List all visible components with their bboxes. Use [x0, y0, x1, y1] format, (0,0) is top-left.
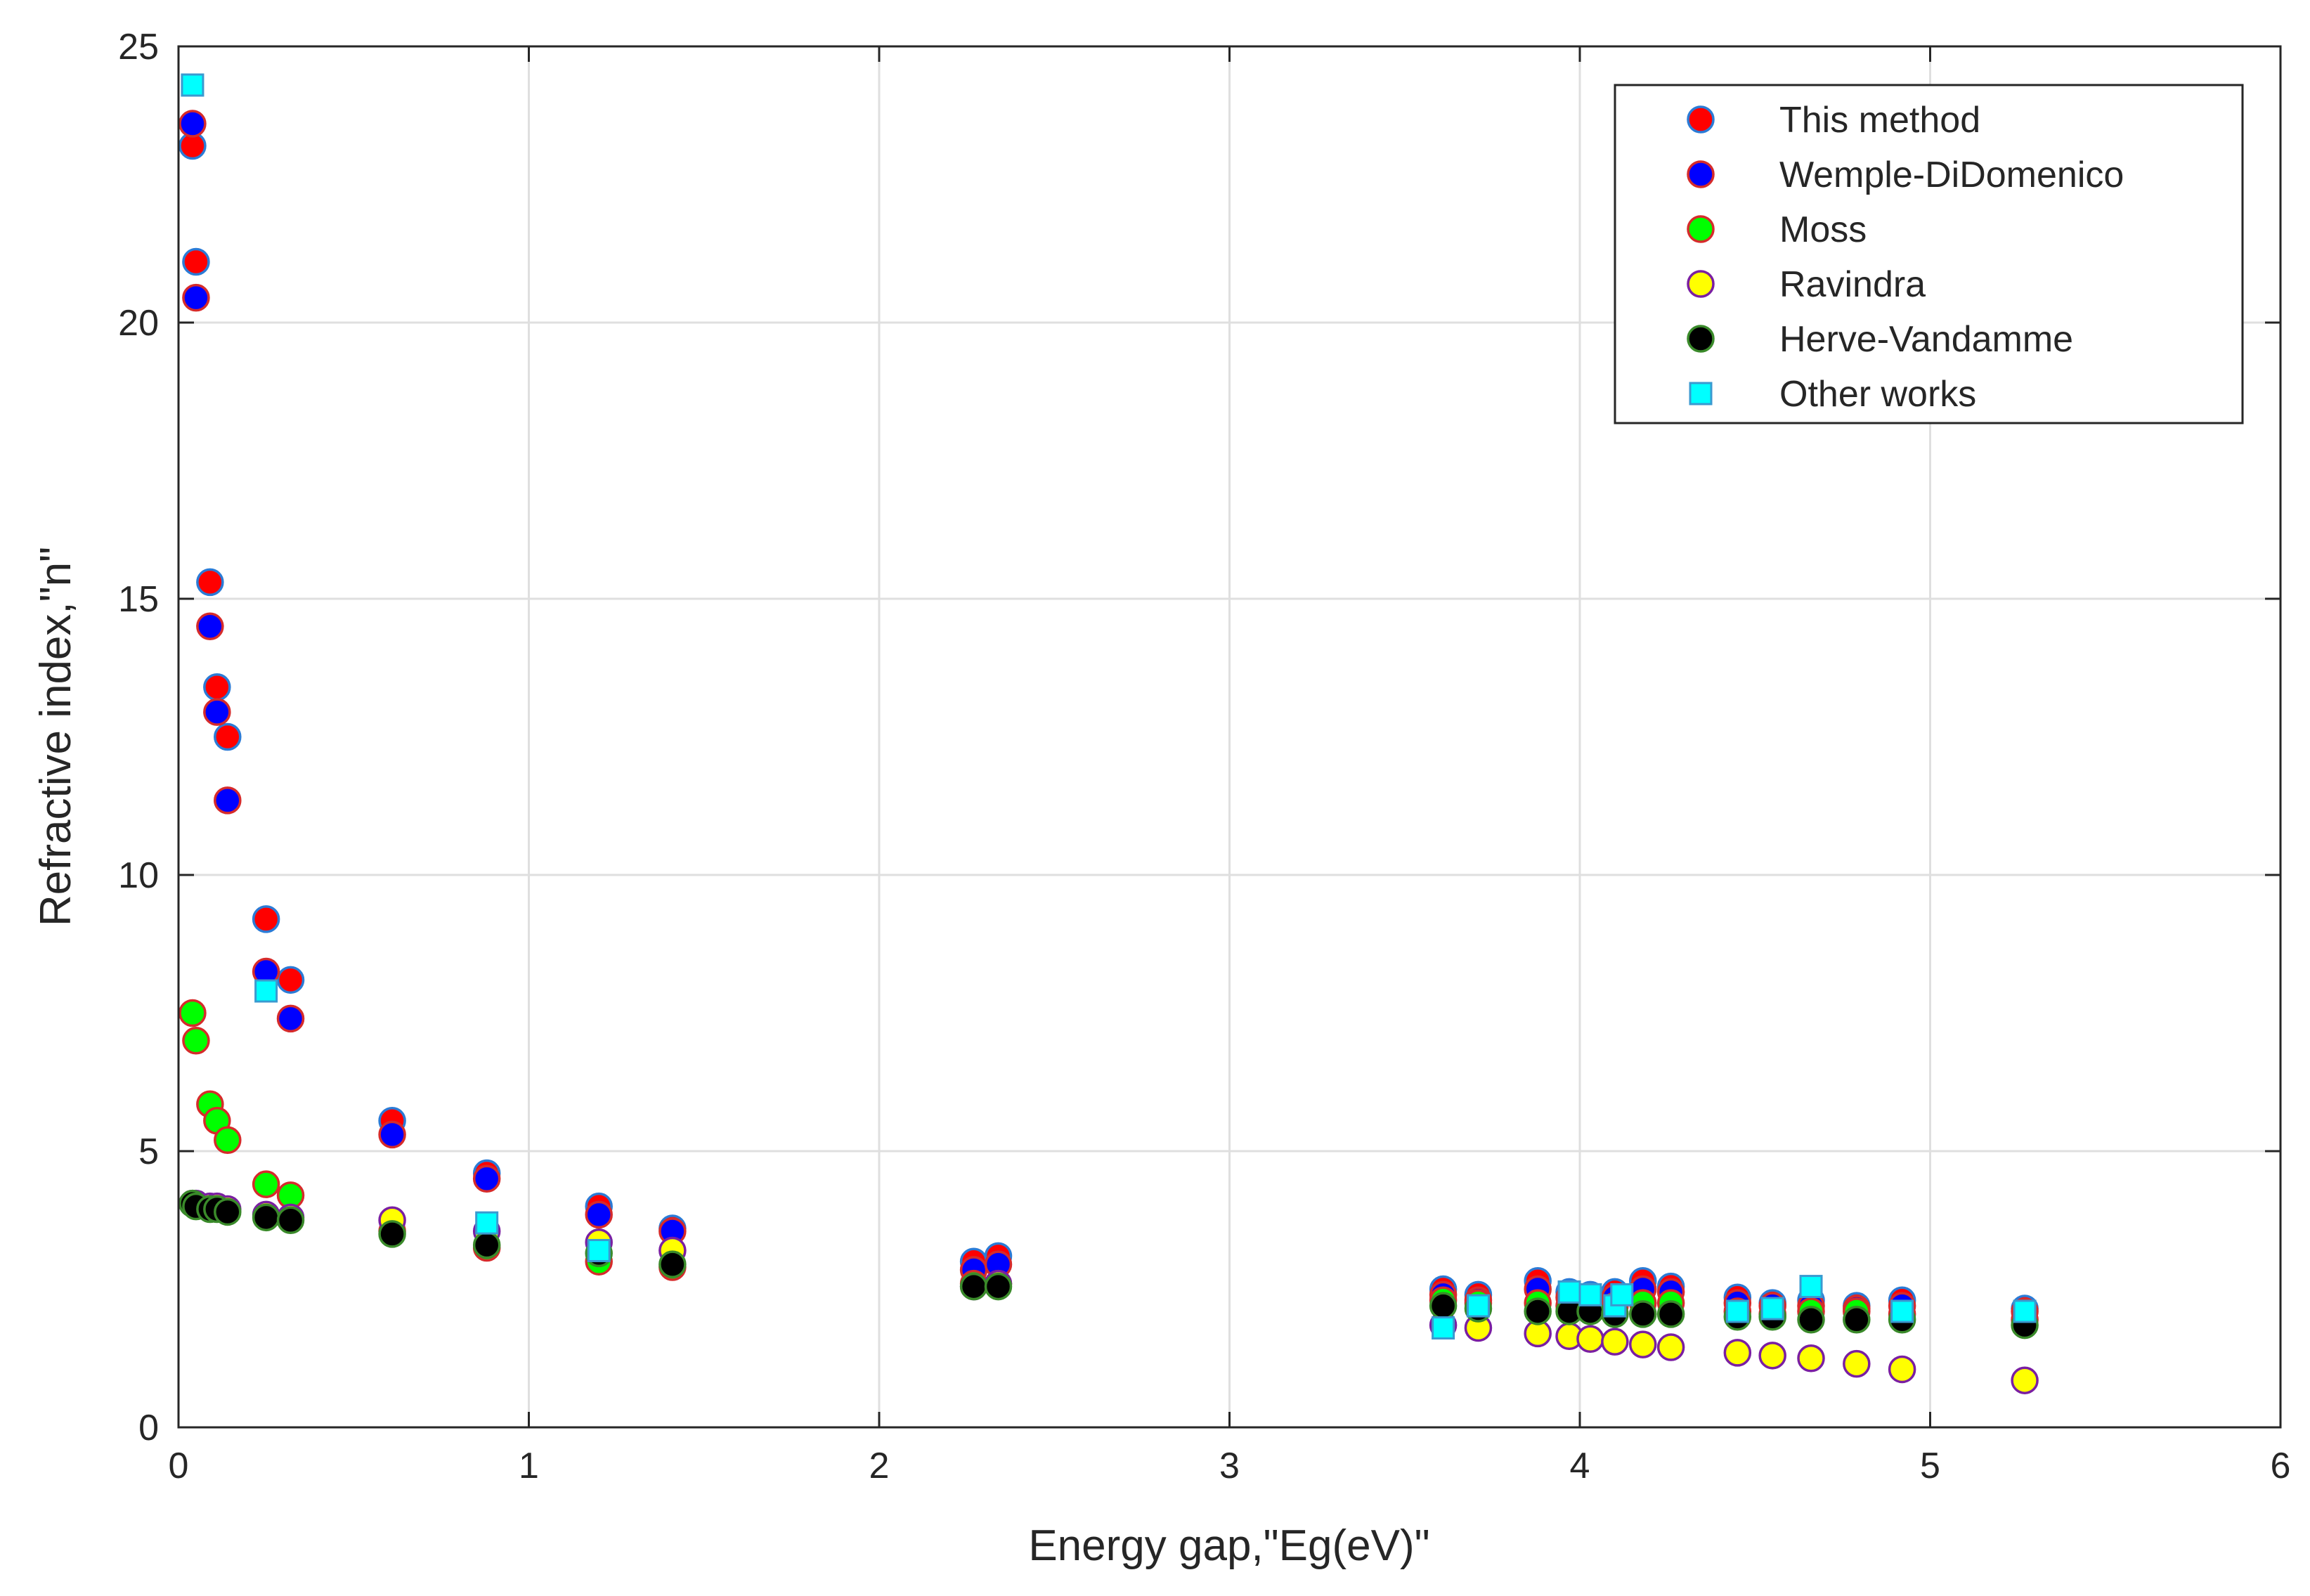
data-point [2013, 1299, 2037, 1323]
y-tick-label: 0 [138, 1408, 159, 1448]
data-point [276, 1004, 305, 1033]
legend-marker [1687, 105, 1715, 134]
data-point [1888, 1355, 1916, 1384]
data-point [203, 698, 231, 726]
y-tick-label: 10 [118, 855, 159, 896]
data-point [276, 966, 305, 994]
x-tick-label: 3 [1219, 1446, 1240, 1486]
data-point [984, 1272, 1013, 1301]
data-point [1843, 1305, 1871, 1334]
y-tick-label: 5 [138, 1131, 159, 1172]
legend-label: Wemple-DiDomenico [1779, 155, 2124, 195]
data-point [1557, 1280, 1581, 1304]
y-tick-label: 15 [118, 579, 159, 620]
data-point [203, 673, 231, 701]
data-point [276, 1206, 305, 1234]
legend-label: Other works [1779, 374, 1976, 415]
x-tick-label: 5 [1920, 1446, 1940, 1486]
data-point [1576, 1325, 1604, 1353]
x-axis-label: Energy gap,"Eg(eV)" [1028, 1522, 1429, 1570]
data-point [1758, 1342, 1786, 1370]
legend-marker [1687, 325, 1715, 353]
data-point [1843, 1349, 1871, 1378]
data-point [1628, 1330, 1657, 1358]
y-axis-label: Refractive index,"n" [32, 547, 80, 926]
data-point [1432, 1316, 1455, 1340]
data-point [587, 1238, 611, 1262]
data-point [1760, 1297, 1784, 1321]
data-point [585, 1200, 613, 1229]
data-point [1610, 1283, 1634, 1306]
data-point [1628, 1300, 1657, 1328]
data-point [182, 283, 210, 312]
data-point [1601, 1328, 1629, 1356]
data-point [2011, 1366, 2039, 1394]
legend-box [1614, 84, 2244, 424]
legend-label: Moss [1779, 209, 1867, 250]
data-point [1656, 1333, 1685, 1361]
data-point [196, 568, 224, 597]
x-tick-label: 1 [519, 1446, 539, 1486]
data-point [252, 905, 280, 933]
data-points [179, 73, 2039, 1394]
legend-marker [1687, 270, 1715, 298]
data-point [1578, 1283, 1602, 1306]
data-point [1723, 1339, 1752, 1367]
tick-labels: 0 1 2 3 4 5 6 0 5 10 15 20 25 [118, 27, 2290, 1486]
x-tick-label: 2 [869, 1446, 890, 1486]
legend-label: This method [1779, 100, 1980, 141]
data-point [378, 1220, 406, 1248]
data-point [472, 1231, 501, 1259]
axis-ticks [177, 45, 2282, 1429]
y-tick-label: 25 [118, 27, 159, 67]
grid-lines [179, 46, 2280, 1427]
data-point [214, 1126, 242, 1155]
legend-marker [1689, 382, 1713, 406]
data-point [1429, 1292, 1458, 1320]
data-point [179, 999, 207, 1027]
data-point [196, 612, 224, 641]
data-point [214, 1198, 242, 1226]
data-point [1656, 1300, 1685, 1328]
data-point [475, 1211, 499, 1235]
data-point [1890, 1299, 1914, 1323]
data-point [254, 979, 278, 1003]
data-point [658, 1250, 687, 1278]
legend-label: Herve-Vandamme [1779, 319, 2073, 360]
data-point [182, 247, 210, 276]
data-point [1466, 1294, 1490, 1318]
legend: This method Wemple-DiDomenico Moss Ravindra… [1614, 84, 2244, 424]
data-point [214, 722, 242, 751]
data-point [179, 110, 207, 138]
x-tick-label: 4 [1570, 1446, 1590, 1486]
data-point [1524, 1297, 1552, 1325]
data-point [378, 1120, 406, 1149]
y-tick-label: 20 [118, 303, 159, 344]
legend-marker [1687, 215, 1715, 243]
data-point [182, 1027, 210, 1055]
data-point [252, 1170, 280, 1198]
data-point [472, 1164, 501, 1193]
series-other-works [181, 73, 2037, 1340]
x-tick-label: 0 [169, 1446, 189, 1486]
data-point [1799, 1275, 1823, 1299]
legend-marker [1687, 160, 1715, 188]
x-tick-label: 6 [2271, 1446, 2291, 1486]
legend-label: Ravindra [1779, 264, 1926, 305]
data-point [1797, 1344, 1825, 1373]
data-point [181, 73, 205, 97]
data-point [1797, 1305, 1825, 1334]
data-point [1725, 1299, 1749, 1323]
data-point [959, 1272, 988, 1301]
data-point [252, 1203, 280, 1232]
data-point [214, 786, 242, 815]
